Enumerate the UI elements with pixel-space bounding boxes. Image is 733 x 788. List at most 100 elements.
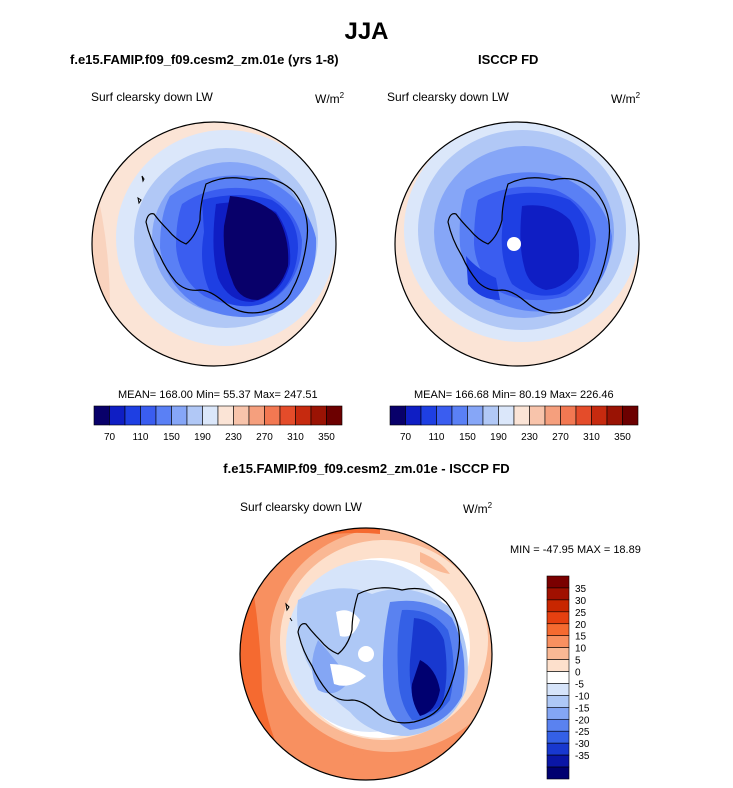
right-stats: MEAN= 166.68 Min= 80.19 Max= 226.46 xyxy=(414,389,614,401)
colorbar-box xyxy=(155,405,172,426)
colorbar-tick-label: -15 xyxy=(575,703,590,714)
colorbar-box xyxy=(546,635,570,648)
diff-variable-label: Surf clearsky down LW xyxy=(240,500,362,514)
colorbar-tick-label: 15 xyxy=(575,632,587,643)
colorbar-box xyxy=(546,599,570,613)
colorbar-tick-label: 70 xyxy=(104,432,116,443)
colorbar-box xyxy=(451,405,468,426)
colorbar-box xyxy=(498,405,515,426)
colorbar-tick-label: 150 xyxy=(163,432,180,443)
left-stats: MEAN= 168.00 Min= 55.37 Max= 247.51 xyxy=(118,389,318,401)
colorbar-box xyxy=(546,707,570,720)
colorbar-box xyxy=(295,405,312,426)
right-map-border xyxy=(394,121,640,367)
colorbar-box xyxy=(233,405,250,426)
colorbar-box xyxy=(544,405,561,426)
colorbar-tick-label: -10 xyxy=(575,691,590,702)
colorbar-box xyxy=(436,405,453,426)
left-map xyxy=(92,122,336,366)
left-panel-title: f.e15.FAMIP.f09_f09.cesm2_zm.01e (yrs 1-… xyxy=(70,52,339,67)
colorbar-tick-label: 110 xyxy=(133,432,149,443)
colorbar-box xyxy=(310,405,327,426)
colorbar-tick-label: 5 xyxy=(575,656,581,667)
colorbar-box xyxy=(467,405,484,426)
difference-panel-title: f.e15.FAMIP.f09_f09.cesm2_zm.01e - ISCCP… xyxy=(223,461,510,476)
colorbar-box xyxy=(546,587,570,601)
colorbar-box xyxy=(279,405,296,426)
colorbar-tick-label: -30 xyxy=(575,739,590,750)
colorbar-box xyxy=(326,405,343,426)
left-units-label: W/m2 xyxy=(315,91,345,106)
colorbar-tick-label: -25 xyxy=(575,727,590,738)
figure-title: JJA xyxy=(344,18,389,45)
colorbar-tick-label: -20 xyxy=(575,715,590,726)
diff-map-border xyxy=(239,527,493,781)
colorbar-tick-label: 10 xyxy=(575,644,587,655)
colorbar-tick-label: 150 xyxy=(459,432,476,443)
colorbar-box xyxy=(171,405,188,426)
diff-units-label: W/m2 xyxy=(463,501,493,516)
colorbar-box xyxy=(546,730,570,744)
colorbar-box xyxy=(546,671,570,684)
colorbar-box xyxy=(513,405,530,426)
colorbar-box xyxy=(389,405,406,426)
colorbar-box xyxy=(217,405,234,426)
right-variable-label: Surf clearsky down LW xyxy=(387,90,509,104)
colorbar-box xyxy=(546,683,570,696)
left-antarctica-outline xyxy=(145,177,309,314)
colorbar-tick-label: 70 xyxy=(400,432,412,443)
left-map-border xyxy=(91,121,337,367)
colorbar-box xyxy=(546,611,570,625)
left-colorbar: 70 110 150 190 230 270 310 350 xyxy=(93,405,343,443)
colorbar-box xyxy=(546,742,570,756)
colorbar-tick-label: 350 xyxy=(318,432,335,443)
colorbar-box xyxy=(248,405,265,426)
colorbar-tick-label: 230 xyxy=(521,432,538,443)
colorbar-box xyxy=(560,405,577,426)
colorbar-box xyxy=(546,659,570,672)
colorbar-tick-label: 350 xyxy=(614,432,631,443)
colorbar-box xyxy=(546,647,570,660)
colorbar-box xyxy=(546,718,570,732)
colorbar-tick-label: 30 xyxy=(575,596,587,607)
right-pole-hole xyxy=(507,237,521,251)
right-antarctica-outline xyxy=(447,177,611,314)
colorbar-box xyxy=(264,405,281,426)
colorbar-tick-label: 310 xyxy=(583,432,600,443)
colorbar-box xyxy=(202,405,219,426)
colorbar-box xyxy=(546,754,570,768)
colorbar-tick-label: 35 xyxy=(575,584,587,595)
colorbar-tick-label: 310 xyxy=(287,432,304,443)
colorbar-box xyxy=(405,405,422,426)
colorbar-box xyxy=(482,405,499,426)
colorbar-tick-label: 190 xyxy=(490,432,507,443)
right-units-label: W/m2 xyxy=(611,91,641,106)
colorbar-box xyxy=(606,405,623,426)
colorbar-tick-label: 270 xyxy=(552,432,569,443)
colorbar-box xyxy=(109,405,126,426)
colorbar-box xyxy=(186,405,203,426)
colorbar-box xyxy=(529,405,546,426)
left-variable-label: Surf clearsky down LW xyxy=(91,90,213,104)
colorbar-box xyxy=(546,695,570,708)
colorbar-box xyxy=(420,405,437,426)
colorbar-box xyxy=(124,405,141,426)
diff-antarctica-outline xyxy=(297,587,461,724)
right-colorbar: 70 110 150 190 230 270 310 350 xyxy=(389,405,639,443)
colorbar-tick-label: 110 xyxy=(429,432,445,443)
colorbar-tick-label: 230 xyxy=(225,432,242,443)
colorbar-box xyxy=(546,575,570,589)
colorbar-box xyxy=(93,405,110,426)
colorbar-box xyxy=(591,405,608,426)
colorbar-tick-label: -5 xyxy=(575,679,584,690)
right-map xyxy=(395,122,639,366)
colorbar-tick-label: 25 xyxy=(575,608,587,619)
colorbar-tick-label: 0 xyxy=(575,668,581,679)
colorbar-tick-label: 190 xyxy=(194,432,211,443)
colorbar-tick-label: 270 xyxy=(256,432,273,443)
colorbar-box xyxy=(622,405,639,426)
colorbar-box xyxy=(546,623,570,637)
colorbar-box xyxy=(140,405,157,426)
colorbar-box xyxy=(575,405,592,426)
